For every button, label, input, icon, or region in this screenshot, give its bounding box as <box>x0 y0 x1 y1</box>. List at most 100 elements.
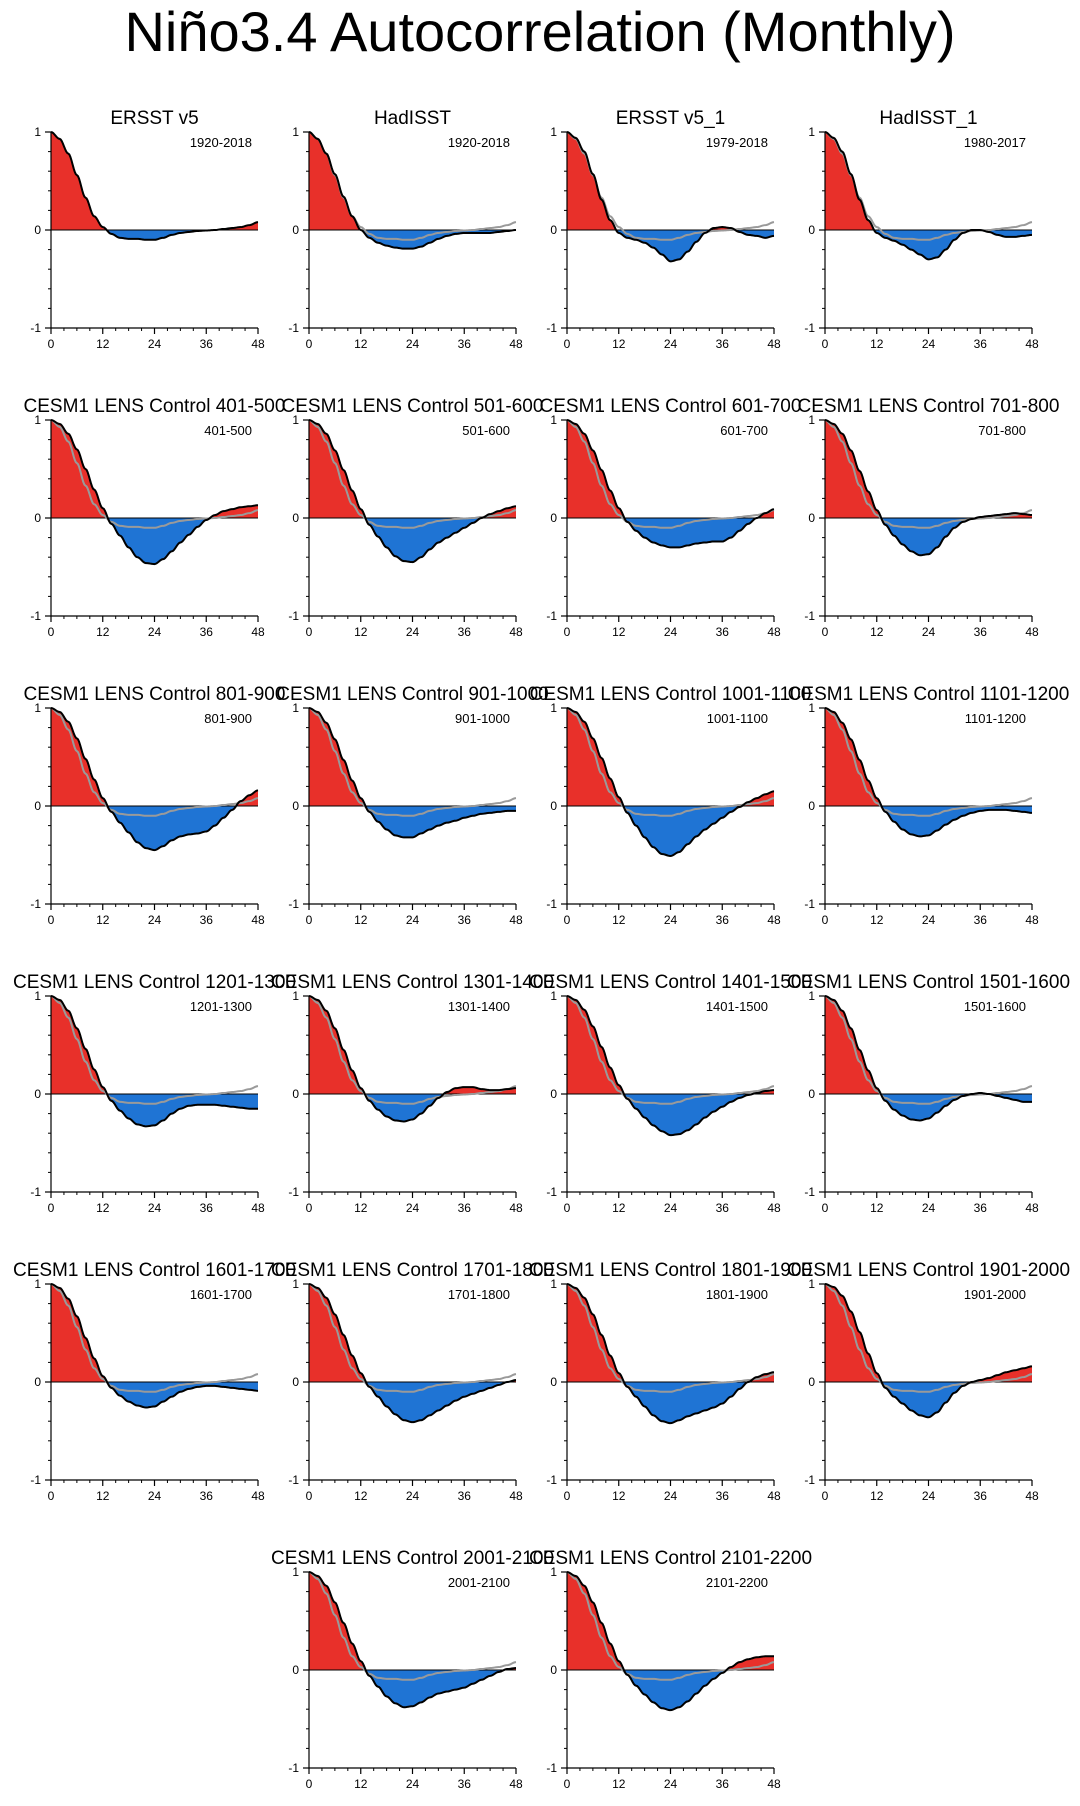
x-tick-label: 0 <box>306 1777 313 1791</box>
autocorrelation-curve <box>824 707 1033 838</box>
x-tick-label: 0 <box>48 625 55 639</box>
period-label: 1801-1900 <box>706 1287 768 1302</box>
negative-correlation-area <box>309 518 516 563</box>
y-tick-label: 0 <box>292 1375 299 1389</box>
x-tick-label: 36 <box>458 1489 472 1503</box>
y-tick-label: 1 <box>550 701 557 715</box>
x-tick-label: 12 <box>612 1489 626 1503</box>
x-tick-label: 48 <box>767 1777 781 1791</box>
x-tick-label: 0 <box>48 1489 55 1503</box>
x-tick-label: 36 <box>716 337 730 351</box>
y-tick-label: 0 <box>292 511 299 525</box>
positive-correlation-area <box>825 420 1032 518</box>
x-tick-label: 36 <box>974 1201 988 1215</box>
negative-correlation-area <box>309 1094 516 1122</box>
period-label: 1001-1100 <box>707 711 768 726</box>
panel-title: CESM1 LENS Control 1201-1300 <box>13 972 296 993</box>
negative-correlation-area <box>567 1670 774 1711</box>
y-tick-label: -1 <box>30 609 41 623</box>
autocorrelation-curve <box>308 1283 517 1424</box>
autocorrelation-curve <box>50 707 259 852</box>
panel-title: ERSST v5 <box>110 108 198 129</box>
y-tick-label: 1 <box>34 989 41 1003</box>
x-tick-label: 12 <box>96 913 110 927</box>
autocorrelation-curve <box>566 131 775 263</box>
y-tick-label: 0 <box>34 1087 41 1101</box>
x-tick-label: 48 <box>1025 625 1039 639</box>
period-label: 1201-1300 <box>190 999 252 1014</box>
y-tick-label: -1 <box>546 897 557 911</box>
reference-curve <box>824 1283 1033 1393</box>
x-tick-label: 48 <box>1025 913 1039 927</box>
y-tick-label: -1 <box>804 321 815 335</box>
x-tick-label: 48 <box>251 1201 265 1215</box>
y-tick-label: 1 <box>550 125 557 139</box>
x-tick-label: 24 <box>406 1201 420 1215</box>
x-tick-label: 48 <box>509 1201 523 1215</box>
x-tick-label: 12 <box>612 1201 626 1215</box>
period-label: 2001-2100 <box>448 1575 510 1590</box>
period-label: 1979-2018 <box>706 135 768 150</box>
reference-curve <box>566 1571 775 1681</box>
negative-correlation-area <box>567 806 774 856</box>
autocorrelation-curve <box>308 1571 517 1709</box>
y-tick-label: 1 <box>34 1277 41 1291</box>
y-tick-label: 0 <box>34 1375 41 1389</box>
y-tick-label: 0 <box>550 799 557 813</box>
y-tick-label: 0 <box>808 1087 815 1101</box>
x-tick-label: 48 <box>509 913 523 927</box>
x-tick-label: 48 <box>767 337 781 351</box>
reference-curve <box>824 131 1033 241</box>
positive-correlation-area <box>567 420 774 518</box>
period-label: 1701-1800 <box>448 1287 510 1302</box>
panel-title: CESM1 LENS Control 1801-1900 <box>529 1260 812 1281</box>
x-tick-label: 48 <box>767 1489 781 1503</box>
y-tick-label: 0 <box>808 223 815 237</box>
y-tick-label: 0 <box>292 223 299 237</box>
x-tick-label: 24 <box>406 625 420 639</box>
y-tick-label: -1 <box>546 609 557 623</box>
x-tick-label: 48 <box>1025 1201 1039 1215</box>
period-label: 701-800 <box>978 423 1026 438</box>
autocorrelation-curve <box>824 995 1032 1122</box>
positive-correlation-area <box>309 420 516 518</box>
reference-curve <box>50 1283 259 1393</box>
x-tick-label: 12 <box>870 913 884 927</box>
x-tick-label: 48 <box>509 1777 523 1791</box>
figure-title: Niño3.4 Autocorrelation (Monthly) <box>124 0 956 63</box>
autocorrelation-curve <box>308 131 517 250</box>
x-tick-label: 48 <box>251 337 265 351</box>
panel-title: CESM1 LENS Control 1001-1100 <box>530 684 812 705</box>
x-tick-label: 0 <box>822 1489 829 1503</box>
x-tick-label: 36 <box>716 625 730 639</box>
autocorrelation-curve <box>308 419 517 564</box>
x-tick-label: 24 <box>664 337 678 351</box>
y-tick-label: 0 <box>808 799 815 813</box>
y-tick-label: 0 <box>292 1663 299 1677</box>
x-tick-label: 36 <box>200 625 214 639</box>
x-tick-label: 48 <box>509 337 523 351</box>
x-tick-label: 0 <box>822 625 829 639</box>
x-tick-label: 12 <box>96 337 110 351</box>
x-tick-label: 36 <box>974 1489 988 1503</box>
x-tick-label: 36 <box>458 625 472 639</box>
autocorrelation-curve <box>50 1283 259 1409</box>
y-tick-label: -1 <box>804 609 815 623</box>
positive-correlation-area <box>309 1284 516 1382</box>
x-tick-label: 0 <box>48 1201 55 1215</box>
x-tick-label: 0 <box>306 913 313 927</box>
panel-title: CESM1 LENS Control 1701-1800 <box>271 1260 554 1281</box>
negative-correlation-area <box>825 230 1032 260</box>
x-tick-label: 24 <box>148 337 162 351</box>
x-tick-label: 0 <box>306 1489 313 1503</box>
y-tick-label: -1 <box>288 1473 299 1487</box>
